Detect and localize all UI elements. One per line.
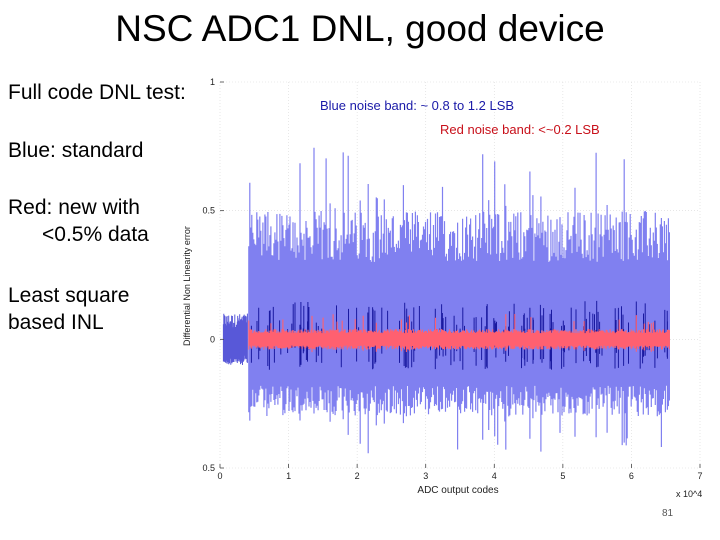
y-tick-label-1: 0.5 [202,206,215,216]
annotation-red-band: Red noise band: <~0.2 LSB [440,122,600,137]
series-red-new [248,314,670,353]
x-tick-label-0: 0 [217,471,222,481]
blue-head-noise [222,313,248,365]
x-tick-label-1: 1 [286,471,291,481]
x-tick-label-4: 4 [492,471,497,481]
x-tick-label-6: 6 [629,471,634,481]
bullet-ls-line1: Least square [8,284,130,307]
blueSeries-noise [248,147,670,454]
bullet-red-line1: Red: new with [8,196,140,219]
bullet-full-code: Full code DNL test: [8,81,186,104]
bullet-red-line2: <0.5% data [42,223,149,246]
x-tick-label-7: 7 [697,471,702,481]
x-tick-label-3: 3 [423,471,428,481]
x-tick-label-5: 5 [560,471,565,481]
bullet-blue-standard: Blue: standard [8,139,144,162]
slide-title: NSC ADC1 DNL, good device [115,8,605,49]
y-axis-label: Differential Non Linearity error [182,226,192,346]
x-multiplier-label: x 10^4 [676,489,702,499]
page-number: 81 [662,508,674,519]
bullet-least-square: Least square based INL [8,282,168,336]
x-axis-label: ADC output codes [417,485,498,496]
annotation-blue-band: Blue noise band: ~ 0.8 to 1.2 LSB [320,98,515,113]
redSeries-noise [248,314,670,353]
y-tick-label-0: 1 [210,77,215,87]
y-tick-label-2: 0 [210,334,215,344]
bullet-red-new: Red: new with <0.5% data [8,194,149,248]
bullet-ls-line2: based INL [8,311,104,334]
series-blue-standard [222,147,670,454]
x-tick-label-2: 2 [355,471,360,481]
chart-axes: 10.500.50 1 2 3 4 5 6 7 [202,77,702,481]
y-tick-label-3: 0.5 [202,463,215,473]
